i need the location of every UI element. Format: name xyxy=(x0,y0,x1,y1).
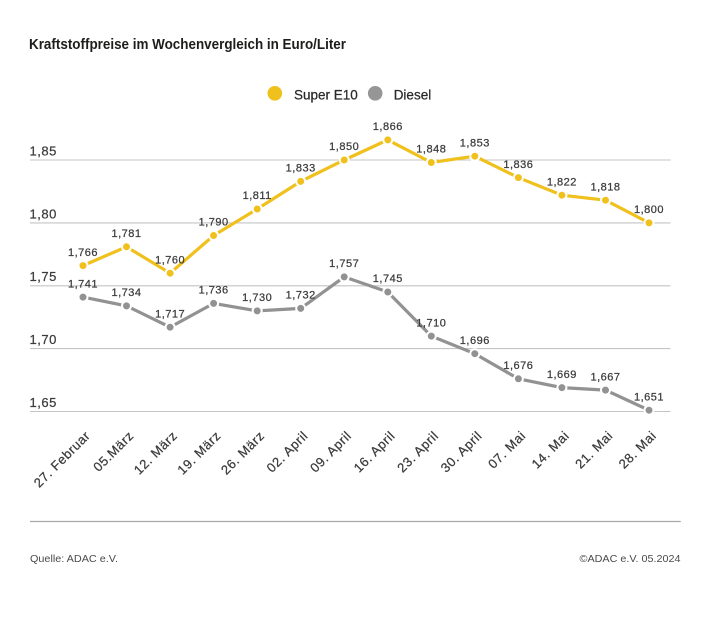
svg-text:1,730: 1,730 xyxy=(242,292,272,304)
svg-text:28. Mai: 28. Mai xyxy=(616,428,659,471)
svg-text:1,676: 1,676 xyxy=(503,360,533,372)
svg-text:1,757: 1,757 xyxy=(329,258,359,270)
svg-text:1,848: 1,848 xyxy=(416,144,446,156)
svg-text:1,80: 1,80 xyxy=(30,206,57,221)
svg-text:1,781: 1,781 xyxy=(111,228,141,240)
svg-text:1,667: 1,667 xyxy=(590,371,620,383)
svg-text:1,760: 1,760 xyxy=(155,254,185,266)
svg-text:1,800: 1,800 xyxy=(634,204,664,216)
svg-text:1,790: 1,790 xyxy=(199,217,229,229)
svg-text:1,833: 1,833 xyxy=(286,163,316,175)
svg-text:1,850: 1,850 xyxy=(329,141,359,153)
svg-text:30. April: 30. April xyxy=(438,428,485,475)
svg-text:1,70: 1,70 xyxy=(30,332,57,347)
svg-text:1,822: 1,822 xyxy=(547,176,577,188)
svg-text:05.März: 05.März xyxy=(90,428,137,475)
svg-text:1,836: 1,836 xyxy=(503,159,533,171)
svg-text:1,866: 1,866 xyxy=(373,121,403,133)
svg-text:07. Mai: 07. Mai xyxy=(485,428,528,471)
svg-text:1,651: 1,651 xyxy=(634,391,664,403)
svg-text:1,745: 1,745 xyxy=(373,273,403,285)
svg-text:Diesel: Diesel xyxy=(394,87,432,102)
svg-text:1,696: 1,696 xyxy=(460,335,490,347)
svg-text:27. Februar: 27. Februar xyxy=(31,428,93,490)
svg-text:21. Mai: 21. Mai xyxy=(572,428,615,471)
svg-text:09. April: 09. April xyxy=(307,428,354,475)
svg-text:1,734: 1,734 xyxy=(111,287,141,299)
svg-text:1,818: 1,818 xyxy=(590,181,620,193)
svg-text:02. April: 02. April xyxy=(263,428,310,475)
svg-text:1,85: 1,85 xyxy=(30,143,57,158)
svg-text:1,766: 1,766 xyxy=(68,247,98,259)
svg-text:23. April: 23. April xyxy=(394,428,441,475)
svg-text:1,710: 1,710 xyxy=(416,317,446,329)
svg-text:1,732: 1,732 xyxy=(286,290,316,302)
svg-text:Kraftstoffpreise im Wochenverg: Kraftstoffpreise im Wochenvergleich in E… xyxy=(29,36,346,53)
svg-text:26. März: 26. März xyxy=(218,428,267,477)
svg-text:Quelle: ADAC e.V.: Quelle: ADAC e.V. xyxy=(30,553,118,565)
svg-text:1,736: 1,736 xyxy=(199,285,229,297)
svg-text:14. Mai: 14. Mai xyxy=(529,428,572,471)
svg-text:19. März: 19. März xyxy=(174,428,223,477)
svg-text:1,75: 1,75 xyxy=(30,269,57,284)
svg-text:1,717: 1,717 xyxy=(155,308,185,320)
svg-text:Super E10: Super E10 xyxy=(294,87,358,102)
svg-text:1,669: 1,669 xyxy=(547,369,577,381)
svg-text:12. März: 12. März xyxy=(131,428,180,477)
svg-text:16. April: 16. April xyxy=(351,428,398,475)
svg-text:1,741: 1,741 xyxy=(68,278,98,290)
svg-text:©ADAC e.V. 05.2024: ©ADAC e.V. 05.2024 xyxy=(580,553,681,565)
svg-text:1,853: 1,853 xyxy=(460,137,490,149)
svg-text:1,65: 1,65 xyxy=(30,395,57,410)
svg-text:1,811: 1,811 xyxy=(243,190,272,202)
